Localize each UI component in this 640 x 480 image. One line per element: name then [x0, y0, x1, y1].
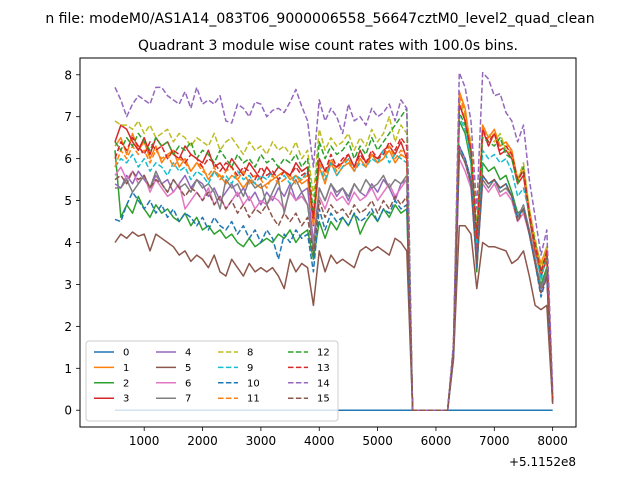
y-tick-label: 5: [64, 194, 72, 208]
legend-label-9: 9: [247, 363, 253, 374]
series-line-12: [114, 107, 554, 411]
series-line-15: [114, 149, 554, 411]
legend-label-11: 11: [247, 394, 260, 405]
y-tick-label: 1: [64, 362, 72, 376]
x-tick-label: 1000: [129, 434, 160, 448]
chart-title: Quadrant 3 module wise count rates with …: [138, 38, 518, 54]
legend-box: [85, 340, 339, 422]
x-tick-label: 8000: [537, 434, 568, 448]
series-line-10: [114, 145, 554, 411]
y-tick-label: 8: [64, 68, 72, 82]
y-tick-label: 2: [64, 320, 72, 334]
legend-label-6: 6: [185, 378, 191, 389]
x-tick-label: 7000: [479, 434, 510, 448]
legend-label-15: 15: [317, 394, 330, 405]
legend-label-5: 5: [185, 363, 191, 374]
series-line-14: [114, 71, 554, 411]
y-tick-label: 7: [64, 110, 72, 124]
x-tick-label: 2000: [187, 434, 218, 448]
x-tick-label: 6000: [421, 434, 452, 448]
series-line-5: [114, 224, 554, 411]
legend-label-10: 10: [247, 378, 260, 389]
plot-area: [114, 71, 554, 411]
legend-label-13: 13: [317, 363, 330, 374]
x-tick-label: 3000: [246, 434, 277, 448]
series-line-13: [114, 103, 554, 411]
legend-label-14: 14: [317, 378, 330, 389]
legend-label-2: 2: [123, 378, 129, 389]
legend-label-1: 1: [123, 363, 129, 374]
y-tick-label: 0: [64, 404, 72, 418]
legend-label-8: 8: [247, 348, 253, 359]
legend-label-12: 12: [317, 348, 330, 359]
legend-label-3: 3: [123, 394, 129, 405]
x-axis-offset-label: +5.1152e8: [509, 455, 576, 469]
y-tick-label: 3: [64, 278, 72, 292]
legend-label-4: 4: [185, 348, 191, 359]
x-tick-label: 5000: [362, 434, 393, 448]
y-tick-label: 6: [64, 152, 72, 166]
legend-label-7: 7: [185, 394, 191, 405]
x-tick-label: 4000: [304, 434, 335, 448]
figure-suptitle: n file: modeM0/AS1A14_083T06_9000006558_…: [45, 11, 594, 27]
axis-ticks: 1000 2000 3000 4000 5000 6000 7000 800001234567…: [64, 68, 568, 448]
legend-label-0: 0: [123, 348, 129, 359]
y-tick-label: 4: [64, 236, 72, 250]
